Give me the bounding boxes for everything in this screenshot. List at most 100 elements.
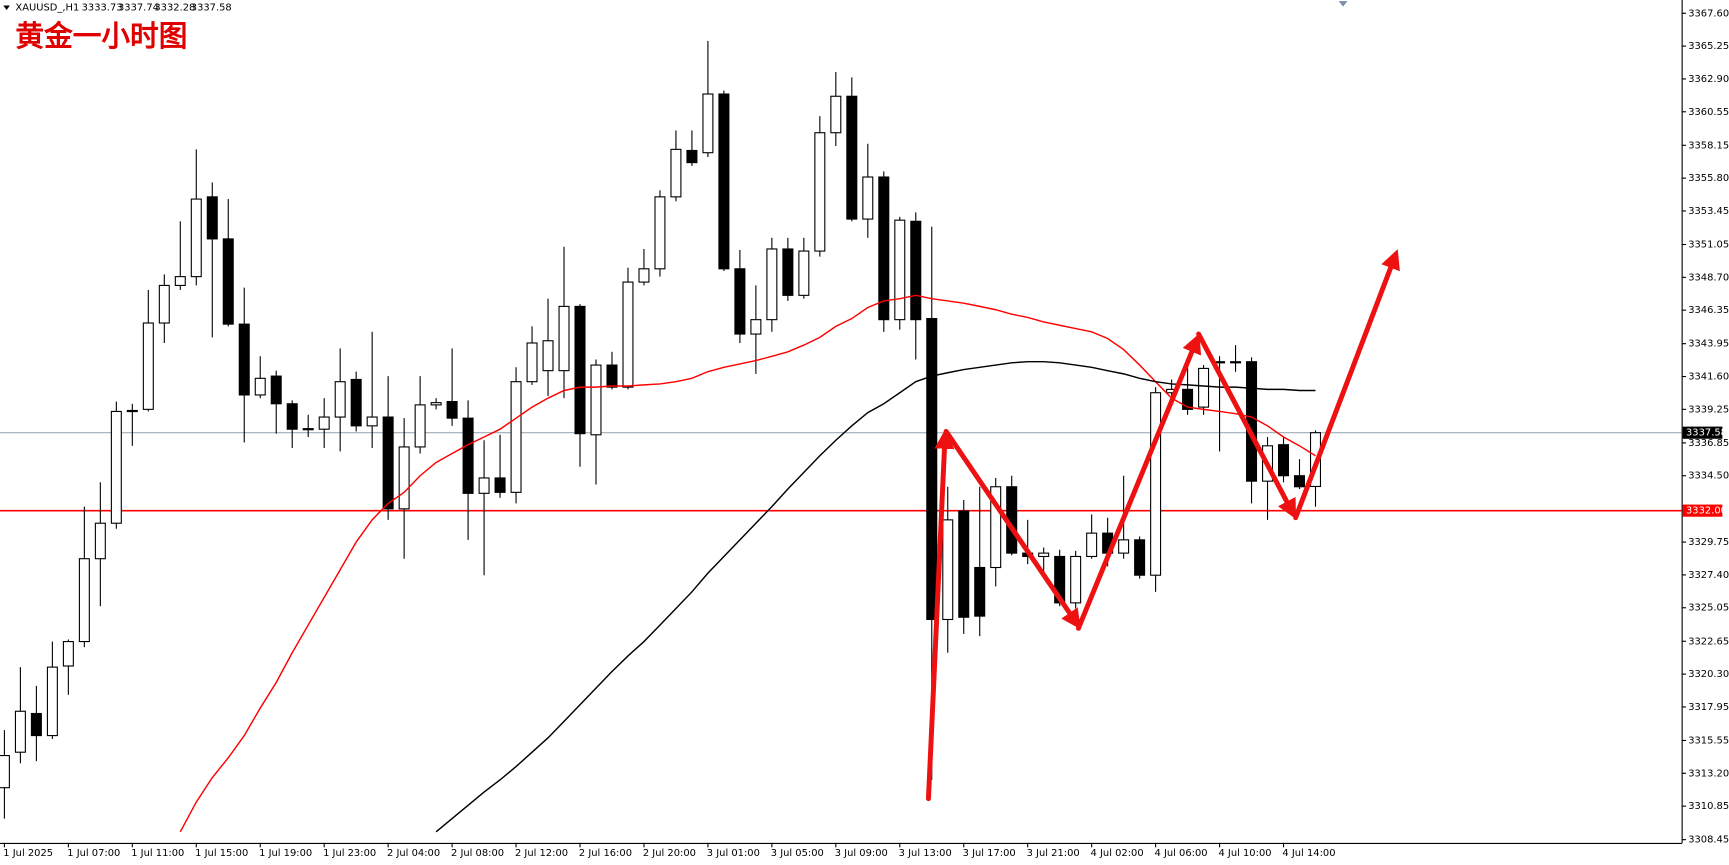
candle-body (30, 712, 42, 737)
y-tick-label: 3358.15 (1688, 140, 1729, 151)
y-tick-label: 3322.65 (1688, 636, 1729, 647)
candle-body (894, 219, 906, 321)
x-tick-label: 2 Jul 08:00 (451, 848, 504, 859)
x-tick-label: 4 Jul 14:00 (1282, 848, 1335, 859)
candle-body (846, 95, 858, 220)
header-low: 3332.28 (154, 3, 195, 14)
y-tick-label: 3329.75 (1688, 537, 1729, 548)
header-open: 3333.73 (82, 3, 123, 14)
annotation-arrows (925, 249, 1400, 802)
x-tick-label: 3 Jul 01:00 (707, 848, 760, 859)
candle-body (558, 305, 570, 372)
x-tick-label: 1 Jul 19:00 (259, 848, 312, 859)
y-tick-label: 3353.45 (1688, 206, 1729, 217)
candle-body (270, 375, 282, 405)
moving-average (179, 294, 1316, 833)
y-tick-label: 3310.85 (1688, 801, 1729, 812)
x-tick-label: 2 Jul 04:00 (387, 848, 440, 859)
candle-body (1182, 388, 1194, 410)
y-tick-label: 3327.40 (1688, 570, 1729, 581)
y-tick-label: 3339.25 (1688, 404, 1729, 415)
y-tick-label: 3360.55 (1688, 107, 1729, 118)
candle-body (46, 666, 58, 737)
x-tick-label: 1 Jul 11:00 (131, 848, 184, 859)
candle-body (1278, 444, 1290, 477)
x-tick-label: 2 Jul 12:00 (515, 848, 568, 859)
candle-body (446, 400, 458, 419)
candle-body (462, 417, 474, 494)
candle-body (526, 342, 538, 383)
candle-body (286, 403, 298, 430)
y-tick-label: 3351.05 (1688, 239, 1729, 250)
candle-body (142, 322, 154, 410)
y-tick-label: 3308.45 (1688, 835, 1729, 846)
x-tick-label: 1 Jul 2025 (3, 848, 53, 859)
arrow (943, 428, 1081, 630)
candle-body (990, 486, 1002, 569)
candle-body (1054, 555, 1066, 604)
y-tick-label: 3341.60 (1688, 372, 1729, 383)
header-high: 3337.74 (118, 3, 159, 14)
candle-body (238, 323, 250, 396)
menu-marker (3, 5, 10, 10)
y-tick-label: 3315.55 (1688, 735, 1729, 746)
x-tick-label: 1 Jul 23:00 (323, 848, 376, 859)
candle-body (702, 93, 714, 154)
candle-body (1293, 475, 1306, 488)
symbol: XAUUSD_,H1 (15, 3, 79, 14)
arrow (1293, 249, 1400, 521)
x-tick-label: 3 Jul 17:00 (963, 848, 1016, 859)
candle-body (606, 364, 618, 388)
candle-body (254, 377, 266, 396)
candle-body (206, 196, 218, 240)
y-tick-label: 3313.20 (1688, 768, 1729, 779)
candle-body (126, 409, 138, 413)
candle-body (1198, 367, 1210, 408)
candle-body (830, 95, 842, 134)
candle-body (590, 364, 602, 436)
candle-body (94, 522, 106, 560)
candle-body (494, 477, 506, 493)
candle-body (62, 641, 74, 667)
y-tick-label: 3336.85 (1688, 438, 1729, 449)
candle-body (414, 404, 426, 448)
candle-body (1070, 555, 1082, 604)
candle-body (78, 558, 90, 643)
candle-body (862, 176, 874, 220)
y-tick-label: 3325.05 (1688, 603, 1729, 614)
candle-body (622, 281, 634, 388)
y-tick-label: 3365.25 (1688, 41, 1729, 52)
x-tick-label: 3 Jul 13:00 (899, 848, 952, 859)
x-tick-label: 3 Jul 09:00 (835, 848, 888, 859)
x-tick-label: 3 Jul 05:00 (771, 848, 824, 859)
y-tick-label: 3362.90 (1688, 74, 1729, 85)
candle-body (878, 176, 890, 321)
x-tick-label: 2 Jul 16:00 (579, 848, 632, 859)
y-tick-label: 3320.30 (1688, 669, 1729, 680)
candle-body (974, 566, 986, 617)
candle-body (222, 238, 234, 325)
candle-body (174, 276, 186, 286)
candle-body (814, 132, 826, 252)
x-tick-label: 1 Jul 07:00 (67, 848, 120, 859)
x-tick-label: 1 Jul 15:00 (195, 848, 248, 859)
axes (0, 0, 1683, 844)
candle-body (718, 93, 730, 270)
candle-body (926, 317, 938, 621)
candle-body (1038, 552, 1050, 558)
y-tick-label: 3348.70 (1688, 272, 1729, 283)
candle-body (334, 381, 346, 418)
candle-body (350, 378, 362, 427)
candle-body (158, 284, 170, 324)
y-tick-label: 3334.50 (1688, 471, 1729, 482)
x-tick-label: 4 Jul 10:00 (1218, 848, 1271, 859)
candle-body (782, 248, 794, 296)
candle-body (510, 381, 522, 493)
y-tick-label: 3355.80 (1688, 173, 1729, 184)
candle-body (942, 519, 954, 621)
candle-body (1134, 539, 1146, 576)
candle-body (958, 510, 970, 618)
candle-body (1086, 532, 1098, 558)
x-tick-label: 4 Jul 02:00 (1091, 848, 1144, 859)
